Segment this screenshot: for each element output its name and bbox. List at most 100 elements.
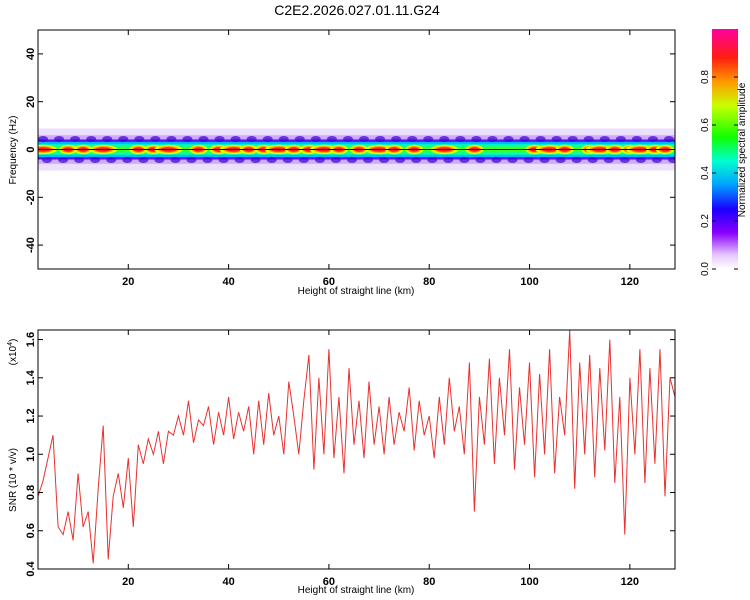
band-edge-blob <box>74 157 85 164</box>
snr-y-axis: 0.4 0.6 0.8 1.0 1.2 1.4 1.6 <box>25 332 675 577</box>
band-edge-blob <box>443 157 454 164</box>
heatmap-y-axis: -40 -20 0 20 40 <box>25 48 675 253</box>
band-edge-blob <box>134 135 145 142</box>
band-edge-blob <box>266 157 277 164</box>
band-edge-blob <box>471 135 482 142</box>
band-edge-blob <box>407 135 418 142</box>
band-edge-blob <box>294 135 305 142</box>
band-edge-blob <box>583 135 594 142</box>
band-edge-blob <box>599 135 610 142</box>
svg-text:(x104): (x104) <box>7 339 19 366</box>
band-edge-blob <box>58 157 69 164</box>
band-edge-blob <box>487 135 498 142</box>
band-edge-blob <box>314 157 325 164</box>
snr-scale-label: (x104) <box>7 339 19 366</box>
band-edge-blob <box>138 157 149 164</box>
band-edge-blob <box>342 135 353 142</box>
band-edge-blob <box>246 135 257 142</box>
band-edge-blob <box>38 135 49 142</box>
heatmap-y-tick-label: 0 <box>25 146 37 152</box>
heatmap-x-tick-label: 20 <box>122 276 134 288</box>
heatmap-y-tick-label: -40 <box>25 237 37 253</box>
band-edge-blob <box>310 135 321 142</box>
band-edge-blob <box>491 157 502 164</box>
band-edge-blob <box>411 157 422 164</box>
heatmap-x-tick-label: 60 <box>323 276 335 288</box>
band-edge-blob <box>359 135 370 142</box>
band-edge-blob <box>379 157 390 164</box>
band-edge-blob <box>507 157 518 164</box>
band-edge-blob <box>182 135 193 142</box>
band-edge-blob <box>455 135 466 142</box>
band-edge-blob <box>186 157 197 164</box>
band-edge-blob <box>86 135 97 142</box>
band-edge-blob <box>330 157 341 164</box>
band-edge-blob <box>230 135 241 142</box>
band-edge-blob <box>198 135 209 142</box>
band-edge-blob <box>282 157 293 164</box>
heatmap-x-label: Height of straight line (km) <box>298 286 415 297</box>
snr-x-tick-label: 80 <box>423 576 435 588</box>
band-edge-blob <box>326 135 337 142</box>
snr-plot-area <box>38 330 675 569</box>
band-edge-blob <box>663 135 674 142</box>
band-edge-blob <box>106 157 117 164</box>
band-edge-blob <box>42 157 53 164</box>
snr-x-tick-label: 60 <box>323 576 335 588</box>
band-edge-blob <box>647 135 658 142</box>
band-edge-blob <box>651 157 662 164</box>
band-edge-blob <box>262 135 273 142</box>
band-edge-blob <box>423 135 434 142</box>
band-edge-blob <box>391 135 402 142</box>
band-edge-blob <box>70 135 81 142</box>
snr-panel: 20 40 60 80 100 120 0.4 0.6 0.8 1.0 1.2 1.4 1.6 Hei… <box>7 329 676 596</box>
heatmap-y-label: Frequency (Hz) <box>8 116 19 185</box>
band-edge-blob <box>298 157 309 164</box>
band-edge-blob <box>635 157 646 164</box>
band-edge-blob <box>603 157 614 164</box>
band-edge-blob <box>395 157 406 164</box>
band-edge-blob <box>427 157 438 164</box>
colorbar-gradient <box>712 29 738 269</box>
band-edge-blob <box>615 135 626 142</box>
colorbar-tick-label: 0.0 <box>700 262 711 276</box>
band-edge-blob <box>363 157 374 164</box>
snr-y-tick-label: 0.6 <box>25 523 37 538</box>
frequency-band <box>38 128 675 171</box>
snr-x-tick-label: 20 <box>122 576 134 588</box>
band-edge-blob <box>551 135 562 142</box>
snr-x-tick-label: 100 <box>520 576 538 588</box>
band-edge-blob <box>567 135 578 142</box>
band-edge-blob <box>202 157 213 164</box>
snr-y-tick-label: 1.4 <box>25 369 37 385</box>
band-edge-blob <box>278 135 289 142</box>
colorbar-tick-label: 0.2 <box>700 214 711 228</box>
snr-x-axis: 20 40 60 80 100 120 <box>122 330 639 588</box>
spectrogram-panel: 20 40 60 80 100 120 -40 -20 0 20 40 Height of str… <box>8 29 676 297</box>
heatmap-x-tick-label: 120 <box>621 276 639 288</box>
band-edge-blob <box>102 135 113 142</box>
band-edge-blob <box>166 135 177 142</box>
colorbar-tick-label: 0.8 <box>700 70 711 84</box>
colorbar-label: Normalized spectral amplitude <box>737 82 748 217</box>
heatmap-x-tick-label: 100 <box>520 276 538 288</box>
band-edge-blob <box>218 157 229 164</box>
snr-y-tick-label: 1.6 <box>25 332 37 347</box>
band-edge-blob <box>587 157 598 164</box>
snr-y-tick-label: 1.0 <box>25 447 37 462</box>
snr-y-tick-label: 0.4 <box>25 560 37 576</box>
snr-x-tick-label: 40 <box>222 576 234 588</box>
band-edge-blob <box>234 157 245 164</box>
band-edge-blob <box>539 157 550 164</box>
band-edge-blob <box>118 135 129 142</box>
band-edge-blob <box>631 135 642 142</box>
band-edge-blob <box>555 157 566 164</box>
colorbar-tick-label: 0.4 <box>700 166 711 180</box>
heatmap-y-tick-label: 20 <box>25 96 37 108</box>
band-edge-blob <box>519 135 530 142</box>
snr-series-line <box>38 330 675 564</box>
snr-y-label: SNR (10 * v/v) <box>8 448 19 512</box>
snr-x-label: Height of straight line (km) <box>298 585 415 596</box>
colorbar-tick-label: 0.6 <box>700 118 711 132</box>
